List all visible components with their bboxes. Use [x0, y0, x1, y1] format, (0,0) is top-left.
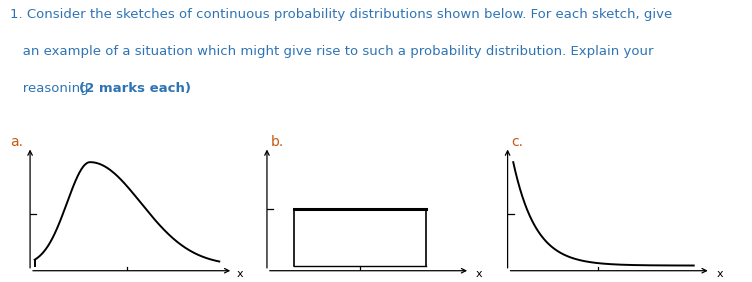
- Text: c.: c.: [511, 135, 523, 149]
- Text: b.: b.: [271, 135, 284, 149]
- Text: x: x: [717, 269, 723, 279]
- Text: (2 marks each): (2 marks each): [79, 82, 191, 95]
- Text: x: x: [237, 269, 244, 279]
- Text: a.: a.: [10, 135, 23, 149]
- Text: 1. Consider the sketches of continuous probability distributions shown below. Fo: 1. Consider the sketches of continuous p…: [10, 8, 672, 21]
- Text: x: x: [475, 269, 482, 279]
- Text: an example of a situation which might give rise to such a probability distributi: an example of a situation which might gi…: [10, 45, 653, 58]
- Text: reasoning: reasoning: [10, 82, 92, 95]
